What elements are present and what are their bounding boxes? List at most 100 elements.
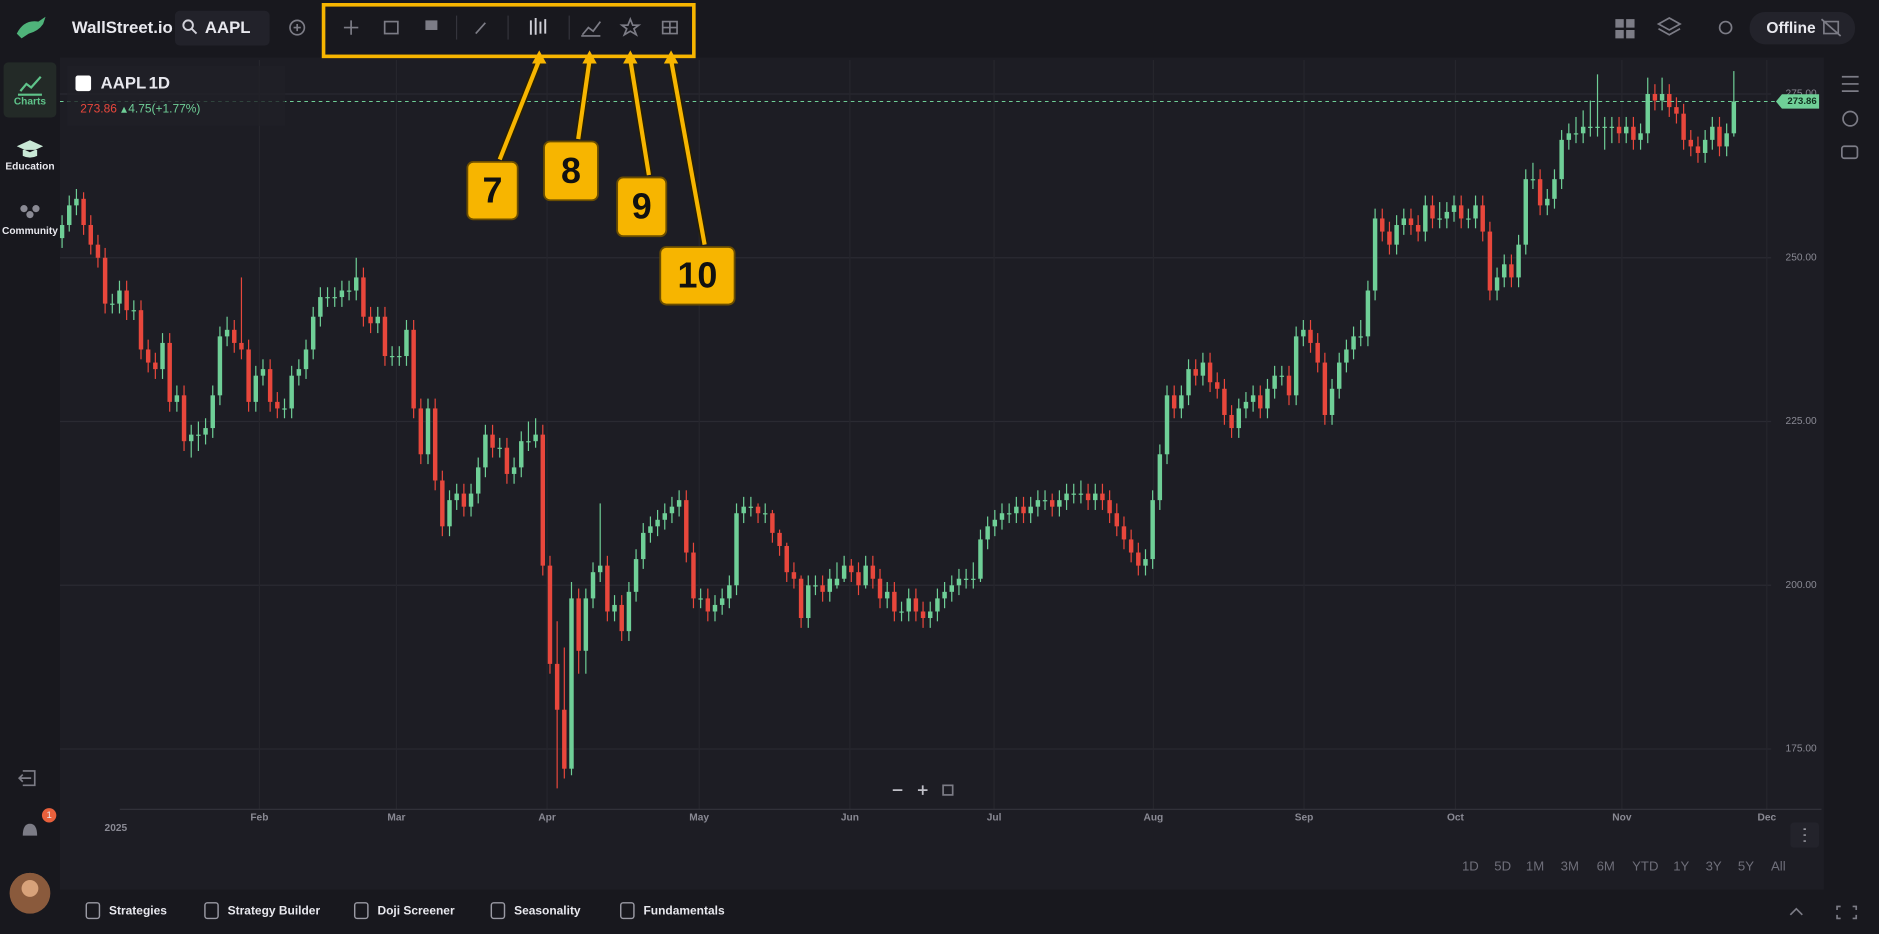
chat-button[interactable] [1841,145,1859,160]
symbol: AAPL [101,73,147,92]
range-button[interactable]: 1D [1462,858,1479,873]
indicator-tool[interactable] [383,20,399,35]
candle-body [899,611,904,613]
search-box[interactable] [174,10,270,46]
candle-body [167,342,172,402]
charts-icon[interactable] [17,76,42,96]
candle-body [339,290,345,298]
search-text: AAPL [205,18,251,37]
range-button[interactable]: 3M [1561,858,1579,873]
candle-body [475,467,481,494]
candle-body [633,559,639,592]
candle-body [913,598,919,612]
candle-body [849,565,854,573]
candle-body [662,513,667,520]
candle-body [1423,205,1428,232]
candle-body [1724,133,1729,147]
candle-body [1681,113,1686,140]
candle-body [1566,133,1572,140]
list-button[interactable] [1841,75,1859,92]
candle-body [734,513,739,586]
candle-body [1021,506,1026,514]
candle-body [1638,133,1643,140]
crosshair-tool[interactable] [343,20,359,35]
bottom-bar [0,889,1879,934]
brush-tool[interactable] [475,22,486,35]
range-button[interactable]: All [1771,858,1786,873]
candle-body [705,598,711,612]
candle-body [741,506,746,514]
sidebar-label[interactable]: Charts [14,97,47,108]
alerts-button[interactable] [1842,110,1859,127]
fullscreen-button[interactable] [942,784,954,796]
candle-body [1128,539,1134,553]
candle-body [1688,139,1694,147]
candle-body [1344,349,1349,363]
badge-text: 1 [46,810,51,821]
candle-body [533,434,538,442]
education-icon[interactable] [16,140,44,158]
range-button[interactable]: 1M [1526,858,1544,873]
community-icon[interactable] [26,211,34,219]
candle-body [440,480,445,527]
candle-body [1494,277,1500,291]
candle-body [1171,395,1177,409]
candle-body [985,526,990,540]
range-button[interactable]: 3Y [1706,858,1722,873]
candle-body [1437,218,1442,220]
candle-body [971,578,976,580]
candle-body [138,310,144,350]
candle-body [153,362,158,370]
candle-body [411,329,416,409]
range-button[interactable]: 5Y [1738,858,1754,873]
candle-body [210,395,215,429]
tab-label[interactable]: Doji Screener [377,903,454,917]
expand-button[interactable] [1836,905,1858,920]
range-button[interactable]: 1Y [1673,858,1689,873]
range-button[interactable]: YTD [1632,858,1658,873]
candle-body [1480,205,1485,232]
candles-tool[interactable] [529,17,547,35]
candle-body [712,604,718,612]
widgets-button[interactable] [1615,19,1635,39]
candle-body [432,408,438,481]
candle-body [389,356,395,358]
range-button[interactable]: 5D [1494,858,1511,873]
candle-body [1695,146,1701,153]
status-pill[interactable] [1749,11,1856,45]
layers-button[interactable] [1656,17,1682,36]
candle-body [1322,362,1328,415]
candle-body [597,565,603,573]
tab-icon [620,902,635,920]
tab-label[interactable]: Strategies [109,903,167,917]
right-panel [1823,57,1879,890]
candle-body [698,598,703,600]
tab-label[interactable]: Seasonality [514,903,581,917]
callout-arrow [669,59,707,245]
add-button[interactable] [289,19,306,36]
layout-tool[interactable] [661,20,678,35]
compare-tool[interactable] [581,21,602,37]
candle-body [490,434,495,448]
collapse-button[interactable] [1789,907,1803,916]
status-text: Offline [1766,20,1816,37]
logo[interactable] [16,16,46,39]
range-button[interactable]: 6M [1597,858,1615,873]
marker-tool[interactable] [425,20,438,30]
logout-icon[interactable] [17,770,36,787]
settings-button[interactable] [1718,20,1733,35]
sidebar-label[interactable]: Community [2,226,58,237]
candle-body [727,585,732,599]
candle-body [1717,126,1722,147]
x-tick-label: 2025 [105,823,128,834]
favorite-tool[interactable] [619,16,642,37]
zoom-controls[interactable] [892,785,928,795]
tab-label[interactable]: Strategy Builder [228,903,321,917]
notifications-icon[interactable] [22,823,38,839]
candle-body [762,513,768,515]
tab-label[interactable]: Fundamentals [644,903,725,917]
sidebar-label[interactable]: Education [5,161,54,172]
price: 273.86 [80,101,117,115]
